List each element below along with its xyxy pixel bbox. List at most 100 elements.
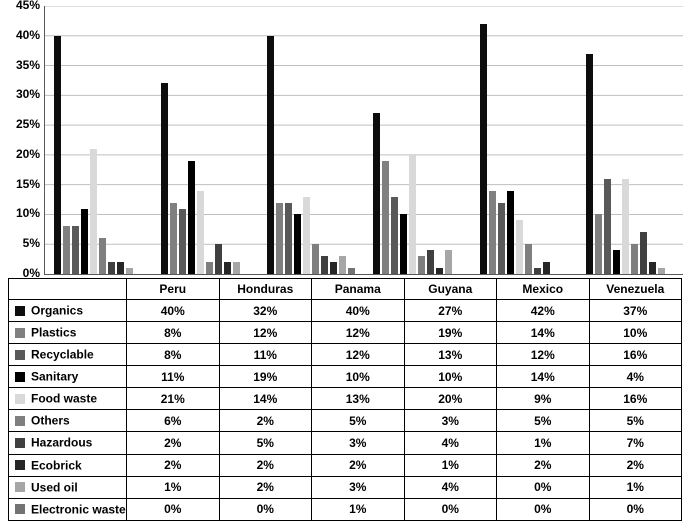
table-value-cell: 12%: [219, 322, 312, 344]
table-row: Food waste21%14%13%20%9%16%: [9, 388, 682, 410]
table-row: Recyclable8%11%12%13%12%16%: [9, 344, 682, 366]
table-country-header: Panama: [312, 279, 405, 300]
bar: [525, 244, 532, 274]
bar: [498, 203, 505, 274]
table-category-cell: Used oil: [9, 476, 127, 498]
bar: [373, 113, 380, 274]
table-value-cell: 11%: [219, 344, 312, 366]
table-value-cell: 2%: [219, 454, 312, 476]
table-value-cell: 2%: [219, 410, 312, 432]
table-row: Plastics8%12%12%19%14%10%: [9, 322, 682, 344]
table-category-label: Others: [31, 414, 70, 428]
legend-swatch: [15, 438, 25, 448]
table-value-cell: 11%: [127, 366, 220, 388]
table-row: Organics40%32%40%27%42%37%: [9, 300, 682, 322]
table-value-cell: 5%: [312, 410, 405, 432]
table-value-cell: 1%: [312, 498, 405, 520]
table-value-cell: 1%: [497, 432, 590, 454]
y-tick-label: 5%: [4, 236, 40, 250]
bar: [507, 191, 514, 274]
table-category-cell: Sanitary: [9, 366, 127, 388]
table-category-label: Sanitary: [31, 370, 78, 384]
bar: [117, 262, 124, 274]
bar: [586, 54, 593, 274]
table-corner-cell: [9, 279, 127, 300]
table-value-cell: 13%: [404, 344, 497, 366]
bar: [436, 268, 443, 274]
table-category-cell: Organics: [9, 300, 127, 322]
bar: [197, 191, 204, 274]
table-value-cell: 8%: [127, 322, 220, 344]
table-row: Hazardous2%5%3%4%1%7%: [9, 432, 682, 454]
bar: [54, 36, 61, 274]
bar: [543, 262, 550, 274]
table-value-cell: 1%: [589, 476, 682, 498]
bar: [658, 268, 665, 274]
bar: [108, 262, 115, 274]
table-value-cell: 9%: [497, 388, 590, 410]
table-category-label: Used oil: [31, 480, 78, 494]
y-tick-label: 35%: [4, 58, 40, 72]
bar: [382, 161, 389, 274]
bar: [418, 256, 425, 274]
bar: [285, 203, 292, 274]
bar: [126, 268, 133, 274]
table-category-cell: Recyclable: [9, 344, 127, 366]
table-country-header: Honduras: [219, 279, 312, 300]
bar-group: [373, 6, 461, 274]
table-value-cell: 21%: [127, 388, 220, 410]
table-country-header: Peru: [127, 279, 220, 300]
table-value-cell: 2%: [312, 454, 405, 476]
bar: [276, 203, 283, 274]
table-value-cell: 14%: [219, 388, 312, 410]
bar: [161, 83, 168, 274]
table-value-cell: 0%: [404, 498, 497, 520]
bar: [179, 209, 186, 275]
table-row: Used oil1%2%3%4%0%1%: [9, 476, 682, 498]
bar-group: [161, 6, 249, 274]
bar-group: [54, 6, 142, 274]
table-value-cell: 0%: [219, 498, 312, 520]
table-value-cell: 2%: [127, 454, 220, 476]
table-value-cell: 40%: [127, 300, 220, 322]
bar-groups: [45, 6, 683, 274]
table-value-cell: 3%: [312, 476, 405, 498]
table-value-cell: 3%: [404, 410, 497, 432]
bar: [409, 155, 416, 274]
table-value-cell: 7%: [589, 432, 682, 454]
table-category-label: Recyclable: [31, 348, 94, 362]
table-value-cell: 5%: [589, 410, 682, 432]
table-value-cell: 42%: [497, 300, 590, 322]
bar: [224, 262, 231, 274]
table-value-cell: 3%: [312, 432, 405, 454]
table-value-cell: 32%: [219, 300, 312, 322]
table-value-cell: 6%: [127, 410, 220, 432]
bar: [348, 268, 355, 274]
bar: [206, 262, 213, 274]
data-table-inner: PeruHondurasPanamaGuyanaMexicoVenezuela O…: [8, 278, 682, 521]
table-value-cell: 13%: [312, 388, 405, 410]
table-header-row: PeruHondurasPanamaGuyanaMexicoVenezuela: [9, 279, 682, 300]
table-value-cell: 4%: [589, 366, 682, 388]
bar-group: [267, 6, 355, 274]
table-value-cell: 27%: [404, 300, 497, 322]
table-row: Sanitary11%19%10%10%14%4%: [9, 366, 682, 388]
y-tick-label: 15%: [4, 177, 40, 191]
legend-swatch: [15, 394, 25, 404]
table-value-cell: 16%: [589, 388, 682, 410]
table-category-cell: Others: [9, 410, 127, 432]
bar: [312, 244, 319, 274]
legend-swatch: [15, 350, 25, 360]
bar: [215, 244, 222, 274]
table-category-cell: Plastics: [9, 322, 127, 344]
table-value-cell: 12%: [497, 344, 590, 366]
table-value-cell: 2%: [589, 454, 682, 476]
table-row: Electronic waste0%0%1%0%0%0%: [9, 498, 682, 520]
legend-swatch: [15, 328, 25, 338]
table-value-cell: 2%: [497, 454, 590, 476]
table-value-cell: 40%: [312, 300, 405, 322]
table-category-cell: Ecobrick: [9, 454, 127, 476]
bar: [339, 256, 346, 274]
bar-group: [480, 6, 568, 274]
table-category-label: Organics: [31, 304, 83, 318]
